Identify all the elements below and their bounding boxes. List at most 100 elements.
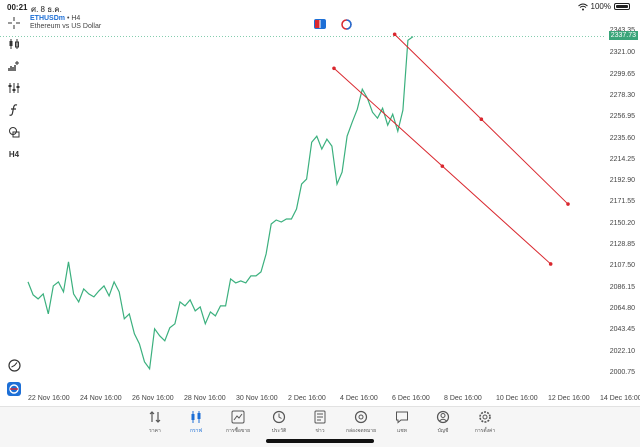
chat-icon xyxy=(396,411,408,424)
speedometer-icon xyxy=(7,358,21,372)
time-tick-label: 26 Nov 16:00 xyxy=(132,395,174,402)
crosshair-button[interactable] xyxy=(6,15,22,31)
tab-history[interactable]: ประวัติ xyxy=(255,410,303,435)
quotes-icon xyxy=(149,411,161,423)
add-indicator-button[interactable] xyxy=(6,58,22,74)
history-icon xyxy=(272,410,286,424)
tab-chart-candles[interactable]: กราฟ xyxy=(172,410,220,435)
price-tick-label: 2150.20 xyxy=(609,219,635,227)
price-tick-label: 2321.00 xyxy=(609,49,635,57)
price-tick-label: 2214.25 xyxy=(609,155,635,163)
tab-trade[interactable]: การซื้อขาย xyxy=(214,410,262,435)
home-indicator[interactable] xyxy=(266,439,374,443)
time-tick-label: 6 Dec 16:00 xyxy=(392,395,430,402)
function-icon xyxy=(9,104,18,116)
time-tick-label: 28 Nov 16:00 xyxy=(184,395,226,402)
time-tick-label: 12 Dec 16:00 xyxy=(548,395,590,402)
time-tick-label: 8 Dec 16:00 xyxy=(444,395,482,402)
time-tick-label: 10 Dec 16:00 xyxy=(496,395,538,402)
current-price-label: 2337.73 xyxy=(608,31,638,40)
trendline-channel[interactable] xyxy=(332,32,570,266)
indicators-add-icon xyxy=(8,61,19,71)
tab-label: ข่าว xyxy=(315,428,325,434)
symbol-info: ETHUSDm • H4 Ethereum vs US Dollar xyxy=(30,15,101,30)
time-tick-label: 30 Nov 16:00 xyxy=(236,395,278,402)
trendline-handle[interactable] xyxy=(440,164,445,168)
one-click-trading-button[interactable] xyxy=(314,19,326,29)
bottom-tab-bar: ราคา กราฟ การซื้อขาย ประวัติ ข่าว กล่องจดหมาย… xyxy=(0,406,640,447)
mailbox-icon xyxy=(354,410,368,424)
chart-area[interactable]: ETHUSDm • H4 Ethereum vs US Dollar 2343.… xyxy=(0,0,640,407)
tab-quotes[interactable]: ราคา xyxy=(131,410,179,435)
symbol-separator: • xyxy=(66,15,70,22)
chart-candles-icon xyxy=(191,411,201,423)
shapes-icon xyxy=(9,127,20,138)
tab-account[interactable]: บัญชี xyxy=(419,410,467,435)
price-tick-label: 2343.35 xyxy=(610,27,635,34)
price-tick-label: 2107.50 xyxy=(609,262,635,270)
timeframe-button[interactable]: H4 xyxy=(8,149,20,159)
price-tick-label: 2064.80 xyxy=(609,305,635,313)
settings-sliders-icon xyxy=(8,83,20,93)
symbol-timeframe: H4 xyxy=(71,15,81,22)
time-tick-label: 4 Dec 16:00 xyxy=(340,395,378,402)
app-logo-button[interactable] xyxy=(6,381,22,397)
function-button[interactable] xyxy=(6,102,22,118)
price-tick-label: 2000.75 xyxy=(609,369,635,376)
chart-type-button[interactable] xyxy=(6,36,22,52)
price-tick-label: 2299.65 xyxy=(609,70,635,78)
tab-label: กราฟ xyxy=(189,428,203,434)
trade-panel-icon xyxy=(315,20,325,28)
tab-settings[interactable]: การตั้งค่า xyxy=(461,410,509,435)
time-tick-label: 2 Dec 16:00 xyxy=(288,395,326,402)
status-bar: 00:21 ศ. 8 ธ.ค. 100% xyxy=(0,0,640,14)
tab-label: แชท xyxy=(397,428,407,434)
news-icon xyxy=(314,410,326,424)
indicator-settings-button[interactable] xyxy=(6,80,22,96)
trade-history-button[interactable] xyxy=(6,357,22,373)
wifi-icon xyxy=(577,3,588,10)
time-tick-label: 22 Nov 16:00 xyxy=(28,395,70,402)
tab-label: ประวัติ xyxy=(271,428,287,434)
trendline-handle[interactable] xyxy=(332,66,336,71)
symbol-description: Ethereum vs US Dollar xyxy=(30,23,102,30)
symbol-name: ETHUSDm xyxy=(30,15,66,22)
price-tick-label: 2192.90 xyxy=(609,177,635,185)
tab-label: กล่องจดหมาย xyxy=(345,428,377,434)
tab-label: การซื้อขาย xyxy=(225,428,251,434)
tab-label: ราคา xyxy=(149,428,161,434)
tab-news[interactable]: ข่าว xyxy=(296,410,344,435)
price-tick-label: 2086.15 xyxy=(609,283,635,291)
time-axis[interactable]: 22 Nov 16:00 24 Nov 16:00 26 Nov 16:00 28 N… xyxy=(0,395,640,407)
price-tick-label: 2022.10 xyxy=(609,347,635,355)
price-tick-label: 2043.45 xyxy=(609,326,635,334)
trendline-handle[interactable] xyxy=(566,202,570,206)
price-chart[interactable] xyxy=(0,0,640,407)
account-icon xyxy=(436,410,450,424)
price-tick-label: 2235.60 xyxy=(609,134,635,142)
depth-of-market-button[interactable] xyxy=(340,18,352,30)
price-tick-label: 2256.95 xyxy=(609,113,635,121)
price-tick-label: 2171.55 xyxy=(609,198,635,206)
trendline-handle[interactable] xyxy=(479,117,484,121)
price-line xyxy=(27,36,414,371)
candles-icon xyxy=(9,39,19,49)
tab-mailbox[interactable]: กล่องจดหมาย xyxy=(337,410,385,435)
price-tick-label: 2278.30 xyxy=(609,91,635,99)
crosshair-icon xyxy=(8,17,20,29)
time-tick-label: 14 Dec 16:00 xyxy=(600,395,640,402)
trendline-handle[interactable] xyxy=(392,32,397,37)
price-tick-label: 2128.85 xyxy=(609,241,635,249)
settings-icon xyxy=(479,411,491,423)
trade-icon xyxy=(231,410,245,424)
tab-label: การตั้งค่า xyxy=(474,428,496,434)
battery-percent: 100% xyxy=(590,2,611,11)
trendline-handle[interactable] xyxy=(548,262,553,266)
tab-label: บัญชี xyxy=(437,428,449,434)
price-axis[interactable]: 2343.35 2321.00 2299.65 2278.30 2256.95 2235.… xyxy=(606,0,640,407)
price-series xyxy=(27,36,414,371)
battery-icon xyxy=(614,3,630,10)
tab-chat[interactable]: แชท xyxy=(378,410,426,435)
objects-button[interactable] xyxy=(6,124,22,140)
status-date: ศ. 8 ธ.ค. xyxy=(31,5,62,14)
